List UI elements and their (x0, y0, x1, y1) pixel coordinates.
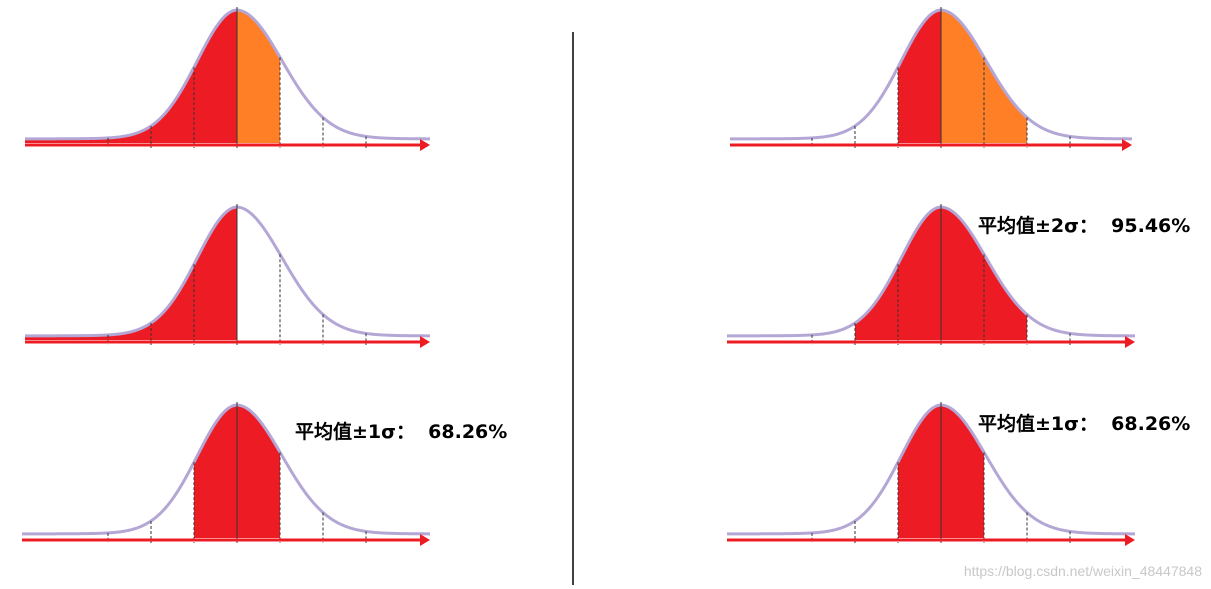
shaded-area (25, 10, 237, 143)
bell-curve (24, 205, 431, 338)
annotation: 平均值±2σ： 95.46% (978, 214, 1190, 237)
watermark: https://blog.csdn.net/weixin_48447848 (964, 563, 1202, 579)
axis-arrow (420, 139, 430, 151)
axis-arrow (420, 336, 430, 348)
panels (21, 7, 1136, 546)
axis-arrow (1125, 336, 1135, 348)
shaded-area (898, 10, 941, 143)
bell-curve (726, 403, 1136, 536)
axis-arrow (1125, 534, 1135, 546)
shaded-area (941, 10, 1027, 143)
axis-arrow (420, 534, 430, 546)
annotation: 平均值±1σ： 68.26% (295, 420, 507, 443)
bell-curve (24, 8, 431, 141)
annotation: 平均值±1σ： 68.26% (978, 412, 1190, 435)
shaded-area (237, 10, 280, 143)
bell-curve (729, 8, 1133, 141)
bell-curve (21, 403, 431, 536)
shaded-area (25, 207, 237, 340)
bell-curve (726, 205, 1136, 338)
axis-arrow (1122, 139, 1132, 151)
